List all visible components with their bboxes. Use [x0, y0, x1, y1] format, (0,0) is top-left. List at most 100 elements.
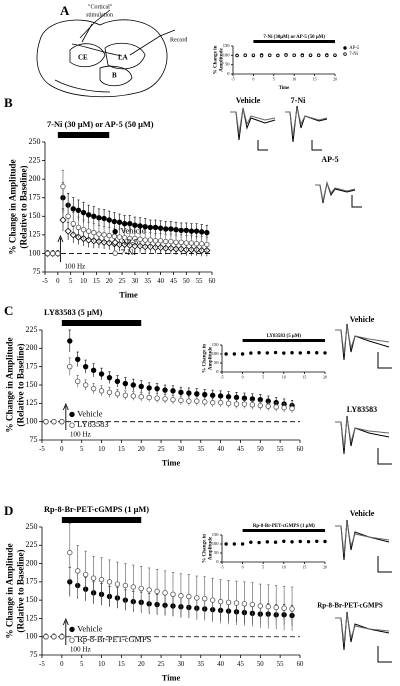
data-point	[249, 601, 256, 608]
data-point	[204, 241, 210, 248]
x-tick-label: -5	[42, 278, 48, 285]
trace-label: Vehicle	[236, 96, 261, 105]
data-point	[306, 350, 311, 355]
y-axis-label: % Change in Amplitude	[5, 543, 15, 638]
trace-label: Rp-8-Br-PET-cGMPS	[317, 602, 383, 610]
y-axis-label: Amplitude	[207, 346, 213, 370]
x-tick-label: 30	[178, 446, 185, 453]
data-point	[154, 385, 160, 392]
legend-marker	[69, 411, 75, 418]
x-tick-label: 10	[282, 565, 286, 569]
data-point	[80, 226, 87, 233]
data-point	[202, 391, 208, 398]
x-tick-label: 20	[323, 375, 327, 379]
drug-bar-label: Rp-8-Br-PET-cGMPS (1 μM)	[44, 505, 149, 514]
x-tick-label: 25	[158, 661, 165, 668]
x-tick-label: 0	[252, 77, 254, 81]
x-tick-label: 5	[80, 661, 84, 668]
y-axis-label: (Relative to Baseline)	[15, 549, 25, 632]
data-point	[163, 238, 169, 245]
x-tick-label: 40	[157, 278, 164, 285]
data-point	[273, 540, 278, 544]
data-point	[251, 53, 256, 57]
trace-label: Vehicle	[350, 509, 375, 518]
data-point	[82, 363, 89, 370]
x-tick-label: 35	[144, 278, 151, 285]
data-point	[138, 383, 144, 390]
trace-label: AP-5	[321, 155, 338, 164]
y-tick-label: 75	[33, 267, 41, 276]
legend-marker	[112, 250, 118, 256]
x-tick-label: 0	[60, 661, 64, 668]
data-point	[130, 382, 136, 388]
x-tick-label: 15	[118, 661, 125, 668]
brain-diagram: "Cortical" stimulation Record CE LA B	[36, 4, 187, 98]
legend-label: LY83583	[77, 420, 108, 429]
data-point	[232, 542, 237, 546]
y-tick-label: 250	[26, 522, 38, 531]
data-point	[188, 228, 195, 234]
data-point	[289, 606, 295, 612]
x-tick-label: 20	[333, 77, 337, 81]
data-point	[147, 237, 154, 243]
data-point	[122, 380, 129, 387]
data-point	[257, 603, 264, 609]
x-tick-label: 35	[197, 446, 204, 453]
data-point	[96, 215, 102, 221]
data-point	[67, 549, 73, 556]
data-point	[281, 405, 287, 411]
data-point	[241, 401, 248, 407]
data-point	[168, 226, 174, 232]
data-point	[59, 216, 67, 224]
legend-label: Vehicle	[77, 409, 102, 418]
y-tick-label: 175	[26, 361, 38, 370]
data-point	[75, 568, 81, 574]
x-tick-label: 60	[209, 278, 216, 285]
x-tick-label: 55	[277, 661, 284, 668]
x-tick-label: -5	[39, 446, 45, 453]
data-point	[323, 539, 327, 544]
legend-label: 7-Ni	[349, 52, 358, 57]
data-point	[308, 53, 313, 57]
data-point	[323, 351, 327, 355]
data-point	[90, 367, 97, 374]
data-point	[59, 634, 65, 640]
data-point	[306, 539, 311, 544]
data-point	[204, 229, 210, 236]
x-tick-label: -5	[39, 661, 45, 668]
data-point	[316, 53, 321, 58]
data-point	[290, 540, 294, 544]
x-tick-label: 50	[257, 446, 264, 453]
data-point	[43, 418, 49, 425]
data-point	[268, 53, 272, 58]
data-point	[300, 53, 305, 58]
data-point	[233, 394, 240, 401]
y-axis-label: % Change in	[212, 45, 218, 74]
trace-label: 7-Ni	[291, 96, 306, 105]
data-point	[186, 398, 192, 404]
legend-label: Vehicle	[120, 227, 145, 236]
drug-bar-label: 7-Ni (30 μM) or AP-5 (50 μM)	[47, 120, 154, 129]
legend-label: Vehicle	[77, 624, 102, 633]
data-point	[96, 231, 102, 237]
x-tick-label: 45	[170, 278, 177, 285]
data-point	[257, 540, 261, 545]
data-point	[82, 571, 89, 578]
y-tick-label: 125	[26, 613, 38, 622]
data-point	[178, 593, 184, 599]
data-point	[106, 579, 113, 585]
data-point	[106, 389, 113, 396]
data-point	[132, 235, 138, 242]
data-point	[240, 352, 245, 356]
data-point	[194, 398, 200, 404]
data-point	[224, 542, 228, 546]
legend-marker	[112, 228, 118, 235]
data-point	[265, 351, 270, 355]
x-tick-label: 45	[237, 661, 244, 668]
data-point	[82, 382, 89, 388]
diagram-label: stimulation	[86, 12, 113, 18]
data-point	[67, 338, 73, 344]
drug-bar	[61, 320, 142, 326]
diagram-label: CE	[78, 54, 88, 62]
